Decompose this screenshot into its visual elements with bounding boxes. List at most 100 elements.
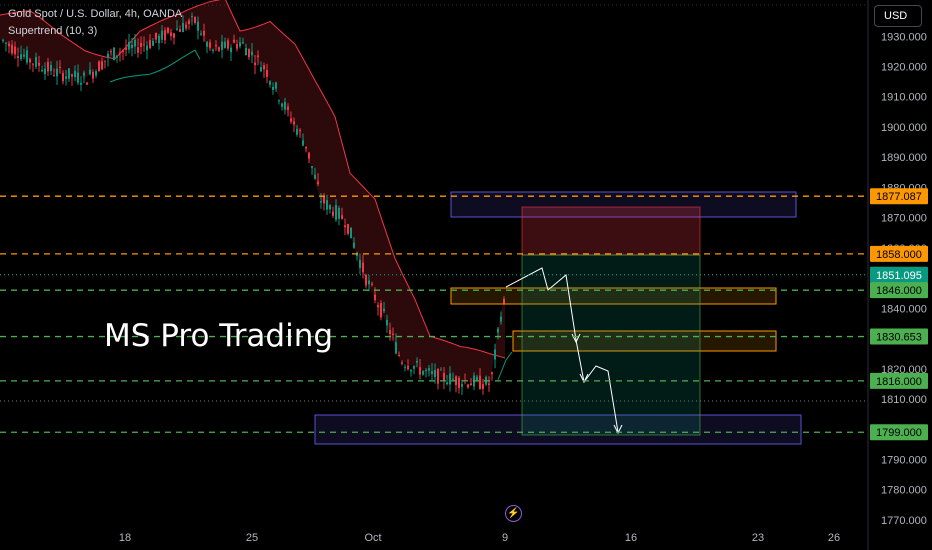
candle-body bbox=[389, 329, 391, 334]
candle-body bbox=[308, 152, 310, 159]
candle-body bbox=[92, 71, 94, 79]
y-tick-label: 1810.000 bbox=[881, 394, 927, 406]
candle-body bbox=[368, 280, 370, 285]
indicator-legend[interactable]: Supertrend (10, 3) bbox=[8, 25, 98, 37]
candle-body bbox=[158, 35, 160, 44]
candle-body bbox=[224, 41, 226, 48]
x-tick-label: 9 bbox=[502, 532, 508, 544]
candle-body bbox=[14, 46, 16, 55]
currency-button[interactable]: USD bbox=[874, 5, 922, 27]
candle-body bbox=[251, 51, 253, 56]
candle-body bbox=[20, 54, 22, 60]
y-tick-label: 1900.000 bbox=[881, 122, 927, 134]
candle-body bbox=[113, 47, 115, 60]
candle-body bbox=[275, 82, 277, 89]
candle-body bbox=[293, 121, 295, 125]
candle-body bbox=[380, 303, 382, 318]
y-tick-label: 1780.000 bbox=[881, 485, 927, 497]
candle-body bbox=[500, 316, 502, 322]
candle-body bbox=[461, 383, 463, 387]
candle-body bbox=[479, 375, 481, 390]
x-tick-label: 23 bbox=[752, 532, 764, 544]
supertrend-line-up-recent bbox=[497, 351, 513, 381]
entry-zone bbox=[450, 287, 777, 305]
candle-body bbox=[383, 308, 385, 312]
candle-body bbox=[149, 40, 151, 48]
candle-body bbox=[362, 262, 364, 273]
price-tag-bg bbox=[870, 188, 928, 205]
candle-body bbox=[122, 50, 124, 52]
candle-body bbox=[323, 196, 325, 204]
candle-body bbox=[494, 349, 496, 360]
candle-body bbox=[110, 51, 112, 53]
y-tick-label: 1920.000 bbox=[881, 61, 927, 73]
price-tag-label: 1816.000 bbox=[876, 376, 922, 388]
candle-body bbox=[143, 44, 145, 46]
price-tag-label: 1877.087 bbox=[876, 191, 922, 203]
candle-body bbox=[209, 42, 211, 48]
candle-body bbox=[80, 82, 82, 85]
symbol-title[interactable]: Gold Spot / U.S. Dollar, 4h, OANDA bbox=[8, 8, 183, 20]
projection-arrowhead-2 bbox=[579, 373, 589, 384]
candle-body bbox=[413, 366, 415, 369]
candle-body bbox=[155, 32, 157, 40]
candle-body bbox=[302, 140, 304, 146]
price-tag-label: 1846.000 bbox=[876, 285, 922, 297]
candle-body bbox=[311, 166, 313, 168]
candle-body bbox=[488, 383, 490, 385]
candle-body bbox=[296, 128, 298, 135]
candle-body bbox=[452, 378, 454, 380]
candle-body bbox=[146, 45, 148, 51]
candle-body bbox=[179, 29, 181, 32]
candle-body bbox=[266, 70, 268, 77]
candle-body bbox=[11, 44, 13, 54]
candle-body bbox=[491, 372, 493, 375]
candle-body bbox=[482, 384, 484, 389]
y-tick-label: 1840.000 bbox=[881, 303, 927, 315]
candle-body bbox=[17, 56, 19, 59]
candle-body bbox=[437, 368, 439, 384]
y-tick-label: 1820.000 bbox=[881, 364, 927, 376]
candle-body bbox=[74, 70, 76, 78]
candle-body bbox=[41, 69, 43, 72]
candle-body bbox=[431, 371, 433, 374]
y-tick-label: 1910.000 bbox=[881, 92, 927, 104]
supertrend-line-down bbox=[0, 0, 506, 359]
x-tick-label: 16 bbox=[625, 532, 637, 544]
candle-body bbox=[338, 207, 340, 219]
candle-body bbox=[131, 44, 133, 49]
candle-body bbox=[134, 39, 136, 47]
candle-body bbox=[152, 40, 154, 46]
candle-body bbox=[176, 28, 178, 30]
candle-body bbox=[191, 15, 193, 17]
x-tick-label: Oct bbox=[364, 532, 381, 544]
candle-body bbox=[215, 44, 217, 47]
candle-body bbox=[416, 360, 418, 363]
candle-body bbox=[227, 40, 229, 49]
events-bolt-icon[interactable]: ⚡ bbox=[505, 505, 522, 522]
price-tag-label: 1830.653 bbox=[876, 332, 922, 344]
candle-body bbox=[428, 368, 430, 371]
target-zone bbox=[314, 414, 802, 445]
candle-body bbox=[5, 42, 7, 44]
y-tick-label: 1870.000 bbox=[881, 213, 927, 225]
candle-body bbox=[272, 86, 274, 90]
candle-body bbox=[305, 146, 307, 149]
candle-body bbox=[119, 52, 121, 54]
candle-body bbox=[332, 211, 334, 216]
candle-body bbox=[404, 366, 406, 368]
candle-body bbox=[371, 283, 373, 285]
candle-body bbox=[260, 66, 262, 72]
candle-body bbox=[317, 181, 319, 185]
candle-body bbox=[290, 118, 292, 122]
price-tag-bg bbox=[870, 328, 928, 345]
candle-body bbox=[65, 76, 67, 79]
candle-body bbox=[419, 367, 421, 375]
candle-body bbox=[425, 369, 427, 371]
candle-body bbox=[281, 103, 283, 107]
candle-body bbox=[203, 30, 205, 36]
supertrend-fill bbox=[0, 0, 505, 384]
candle-body bbox=[107, 53, 109, 59]
